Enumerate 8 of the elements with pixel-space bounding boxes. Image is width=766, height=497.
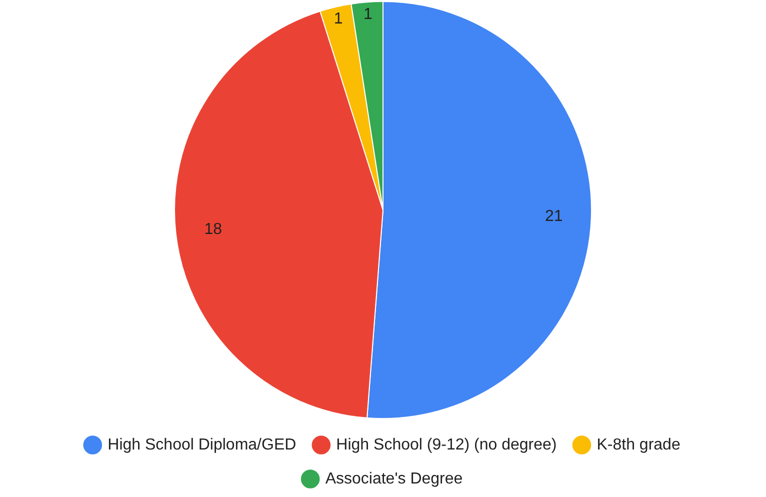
data-label: 1 [334,10,343,28]
legend-label: K-8th grade [596,436,680,454]
legend-label: High School Diploma/GED [108,436,296,454]
legend-label: Associate's Degree [325,470,463,488]
legend-label: High School (9-12) (no degree) [336,436,557,454]
data-label: 21 [544,208,563,225]
data-label: 18 [204,221,222,238]
data-label: 1 [364,6,373,23]
